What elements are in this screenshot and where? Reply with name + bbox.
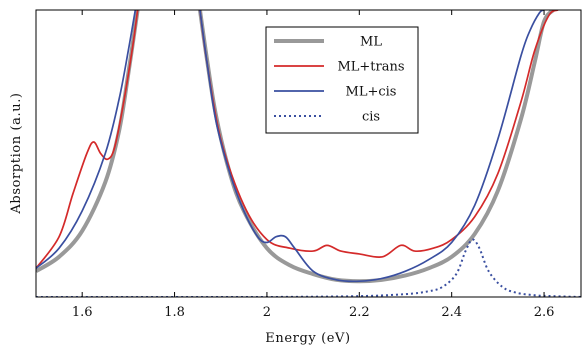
legend-label: ML — [360, 35, 382, 50]
legend-label: ML+cis — [346, 85, 397, 100]
legend-box — [265, 26, 419, 134]
x-tick-label: 2.6 — [534, 305, 555, 320]
series-line-ml-trans — [36, 10, 559, 269]
legend: ML ML+trans ML+cis cis — [265, 26, 419, 134]
x-axis-ticks: 1.6 1.8 2 2.2 2.4 2.6 — [72, 10, 555, 320]
x-tick-label: 1.8 — [164, 305, 185, 320]
x-tick-label: 2 — [263, 305, 271, 320]
x-tick-label: 2.4 — [441, 305, 462, 320]
x-tick-label: 2.2 — [349, 305, 370, 320]
plot-frame — [35, 9, 582, 298]
x-axis-label: Energy (eV) — [265, 331, 350, 346]
legend-label: ML+trans — [337, 60, 404, 75]
series-line-ml-cis — [36, 10, 545, 283]
x-tick-label: 1.6 — [72, 305, 93, 320]
y-axis-label: Absorption (a.u.) — [9, 92, 24, 214]
legend-label: cis — [362, 110, 380, 125]
series-line-cis — [36, 238, 581, 297]
